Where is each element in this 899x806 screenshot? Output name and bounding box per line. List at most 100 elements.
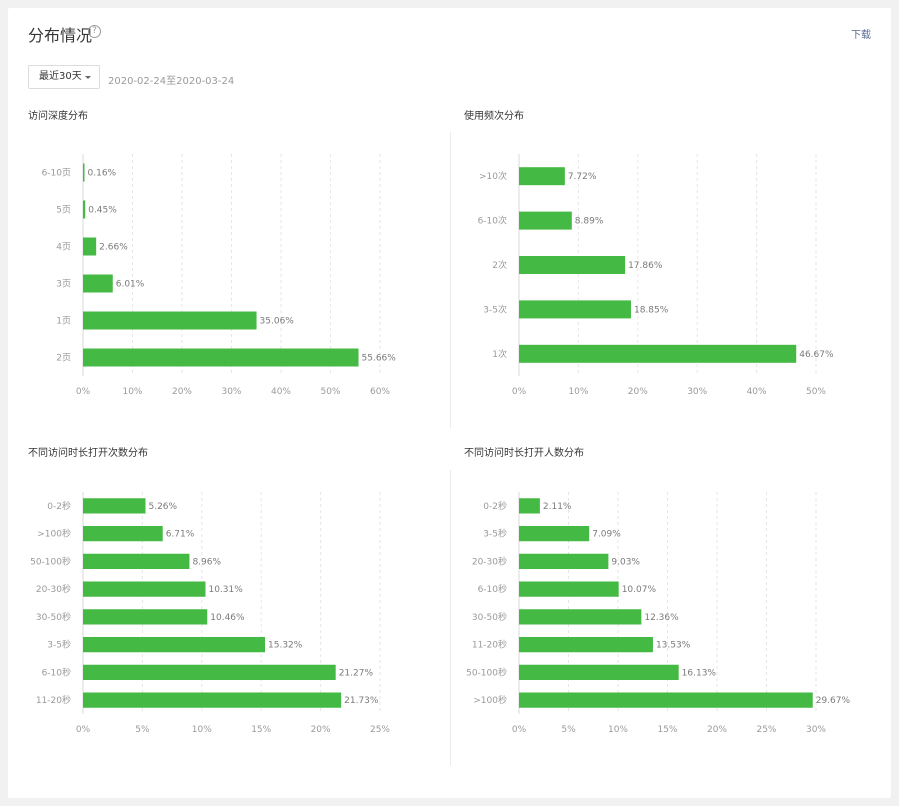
- x-tick-label: 20%: [311, 725, 331, 735]
- data-label: 6.71%: [166, 530, 195, 540]
- divider: [450, 132, 451, 428]
- bar: [519, 498, 540, 514]
- data-label: 5.26%: [148, 502, 177, 512]
- data-label: 16.13%: [682, 668, 717, 678]
- bar: [83, 636, 266, 653]
- bar: [519, 609, 642, 625]
- page-title: 分布情况: [28, 26, 93, 45]
- category-label: 50-100秒: [30, 555, 71, 567]
- bar: [83, 348, 359, 367]
- date-range-select-label: 最近30天: [39, 71, 82, 82]
- data-label: 21.27%: [339, 668, 374, 678]
- data-label: 10.31%: [208, 585, 243, 595]
- category-label: 2次: [492, 259, 507, 271]
- x-tick-label: 10%: [192, 725, 212, 735]
- data-label: 15.32%: [268, 641, 303, 651]
- x-tick-label: 25%: [370, 725, 390, 735]
- bar: [519, 344, 797, 363]
- data-label: 7.09%: [592, 530, 621, 540]
- category-label: 3-5秒: [483, 528, 507, 540]
- x-tick-label: 20%: [628, 387, 648, 397]
- bar: [83, 664, 336, 681]
- chart-title-duration-opens: 不同访问时长打开次数分布: [28, 448, 148, 459]
- bar: [83, 311, 257, 330]
- bar: [519, 167, 565, 186]
- x-tick-label: 0%: [512, 387, 527, 397]
- data-label: 6.01%: [116, 280, 145, 290]
- chart-title-visit-depth: 访问深度分布: [28, 111, 88, 122]
- help-icon[interactable]: ?: [88, 25, 101, 38]
- category-label: >100秒: [37, 528, 71, 540]
- x-tick-label: 10%: [608, 725, 628, 735]
- chart-visit-depth: 0% 10% 20% 30% 40% 50% 60% 6-10页 0.16% 5页 0.45% 4页 2…: [42, 154, 396, 397]
- data-label: 10.46%: [210, 613, 245, 623]
- x-tick-label: 20%: [707, 725, 727, 735]
- x-tick-label: 50%: [320, 387, 340, 397]
- bar: [83, 609, 208, 625]
- data-label: 8.96%: [192, 557, 221, 567]
- data-label: 21.73%: [344, 696, 379, 706]
- category-label: >10次: [479, 170, 507, 182]
- category-label: 3页: [56, 279, 71, 290]
- distribution-card: 分布情况 ? 下载 最近30天 2020-02-24至2020-03-24 访问…: [8, 8, 891, 798]
- bar: [83, 163, 85, 182]
- category-label: >100秒: [473, 694, 507, 706]
- x-tick-label: 50%: [806, 387, 826, 397]
- bar: [83, 581, 206, 597]
- chart-duration-users: 0% 5% 10% 15% 20% 25% 30% 0-2秒 2.11% 3-5秒 7.09% 20-…: [466, 492, 851, 735]
- data-label: 0.16%: [88, 169, 117, 179]
- x-tick-label: 15%: [657, 725, 677, 735]
- x-tick-label: 15%: [251, 725, 271, 735]
- category-label: 1页: [56, 316, 71, 327]
- bar: [519, 211, 572, 230]
- x-tick-label: 25%: [756, 725, 776, 735]
- category-label: 5页: [56, 205, 71, 216]
- category-label: 20-30秒: [472, 555, 507, 567]
- date-range-select[interactable]: 最近30天: [28, 65, 100, 89]
- bar: [83, 692, 342, 708]
- data-label: 10.07%: [622, 585, 657, 595]
- x-tick-label: 5%: [135, 725, 150, 735]
- chart-title-duration-users: 不同访问时长打开人数分布: [464, 448, 584, 459]
- data-label: 46.67%: [799, 350, 834, 360]
- x-tick-label: 5%: [561, 725, 576, 735]
- chart-usage-frequency: 0% 10% 20% 30% 40% 50% >10次 7.72% 6-10次 8.89% 2次 17…: [478, 154, 834, 397]
- category-label: 11-20秒: [36, 694, 71, 706]
- data-label: 13.53%: [656, 641, 691, 651]
- bar: [519, 300, 631, 319]
- bar: [83, 553, 190, 570]
- category-label: 3-5次: [483, 303, 507, 315]
- data-label: 2.66%: [99, 243, 128, 253]
- chart-title-usage-frequency: 使用频次分布: [464, 111, 524, 122]
- bar: [519, 581, 619, 597]
- x-tick-label: 0%: [76, 725, 91, 735]
- category-label: 6-10秒: [478, 583, 507, 595]
- x-tick-label: 20%: [172, 387, 192, 397]
- x-tick-label: 10%: [122, 387, 142, 397]
- bar: [83, 200, 86, 219]
- category-label: 6-10次: [478, 215, 507, 227]
- data-label: 7.72%: [568, 172, 597, 182]
- data-label: 17.86%: [628, 261, 663, 271]
- data-label: 35.06%: [260, 317, 295, 327]
- bar: [83, 498, 146, 514]
- bar: [83, 274, 113, 293]
- data-label: 0.45%: [88, 206, 117, 216]
- x-tick-label: 40%: [747, 387, 767, 397]
- x-tick-label: 30%: [806, 725, 826, 735]
- bar: [519, 692, 813, 708]
- category-label: 0-2秒: [483, 500, 507, 512]
- data-label: 12.36%: [644, 613, 679, 623]
- data-label: 29.67%: [816, 696, 851, 706]
- bar: [83, 237, 97, 256]
- bar: [519, 525, 590, 542]
- bar: [519, 664, 679, 681]
- category-label: 3-5秒: [47, 639, 71, 651]
- date-range-text: 2020-02-24至2020-03-24: [108, 76, 235, 87]
- x-tick-label: 10%: [568, 387, 588, 397]
- category-label: 2页: [56, 353, 71, 364]
- data-label: 18.85%: [634, 305, 669, 315]
- category-label: 30-50秒: [36, 611, 71, 623]
- download-link[interactable]: 下载: [851, 30, 871, 41]
- x-tick-label: 0%: [76, 387, 91, 397]
